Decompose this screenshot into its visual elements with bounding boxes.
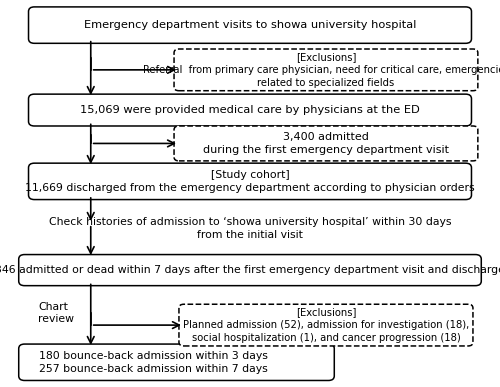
Text: Chart
review: Chart review [38, 301, 74, 324]
Text: 180 bounce-back admission within 3 days
257 bounce-back admission within 7 days: 180 bounce-back admission within 3 days … [40, 351, 268, 374]
FancyBboxPatch shape [18, 255, 481, 286]
FancyBboxPatch shape [174, 49, 478, 91]
Text: 3,400 admitted
during the first emergency department visit: 3,400 admitted during the first emergenc… [203, 132, 449, 155]
FancyBboxPatch shape [28, 94, 471, 126]
FancyBboxPatch shape [18, 344, 334, 380]
Text: 15,069 were provided medical care by physicians at the ED: 15,069 were provided medical care by phy… [80, 105, 420, 115]
Text: [Exclusions]
Planned admission (52), admission for investigation (18),
social ho: [Exclusions] Planned admission (52), adm… [183, 307, 469, 343]
Text: Check histories of admission to ‘showa university hospital’ within 30 days
from : Check histories of admission to ‘showa u… [49, 217, 451, 240]
Text: Emergency department visits to showa university hospital: Emergency department visits to showa uni… [84, 20, 416, 30]
Text: [Study cohort]
11,669 discharged from the emergency department according to phys: [Study cohort] 11,669 discharged from th… [25, 170, 475, 193]
Text: 346 admitted or dead within 7 days after the first emergency department visit an: 346 admitted or dead within 7 days after… [0, 265, 500, 275]
FancyBboxPatch shape [28, 163, 471, 200]
FancyBboxPatch shape [174, 126, 478, 161]
Text: [Exclusions]
Referral  from primary care physician, need for critical care, emer: [Exclusions] Referral from primary care … [142, 52, 500, 88]
FancyBboxPatch shape [179, 304, 473, 346]
FancyBboxPatch shape [28, 7, 471, 43]
